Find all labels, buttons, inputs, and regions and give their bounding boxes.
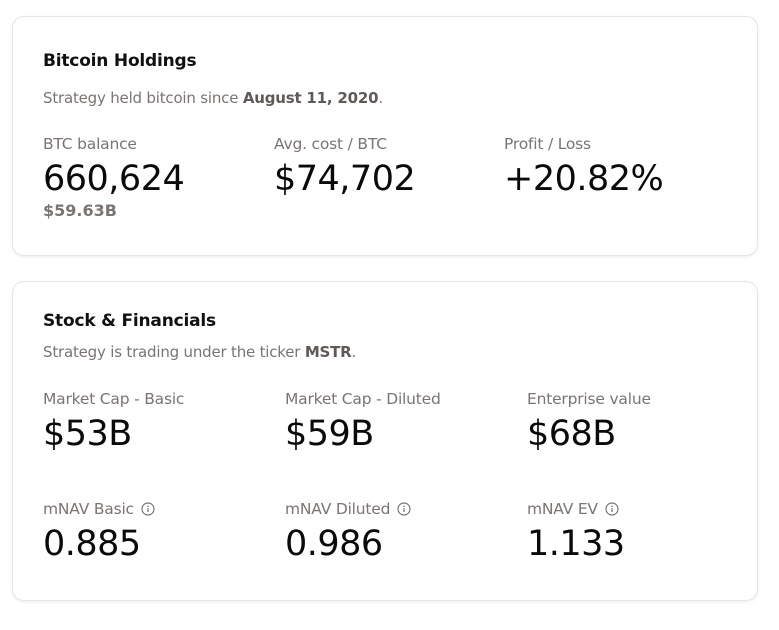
metric-value: 0.885 — [43, 524, 141, 564]
metric-label: Avg. cost / BTC — [274, 135, 387, 153]
subtitle-suffix: . — [351, 343, 357, 361]
info-icon[interactable] — [141, 502, 155, 516]
bitcoin-holdings-card: Bitcoin Holdings Strategy held bitcoin s… — [12, 16, 758, 256]
metric-label-text: mNAV EV — [527, 500, 598, 518]
card-subtitle: Strategy held bitcoin since August 11, 2… — [43, 89, 383, 107]
metric-market-cap-basic: Market Cap - Basic $53B — [43, 390, 184, 454]
metric-market-cap-diluted: Market Cap - Diluted $59B — [285, 390, 441, 454]
holding-since-date: August 11, 2020 — [242, 89, 379, 107]
stock-financials-card: Stock & Financials Strategy is trading u… — [12, 281, 758, 601]
subtitle-suffix: . — [378, 89, 383, 107]
metric-label: Enterprise value — [527, 390, 651, 408]
metric-label: Market Cap - Diluted — [285, 390, 441, 408]
metric-value: $74,702 — [274, 159, 416, 199]
metric-value: +20.82% — [504, 159, 664, 199]
metric-value: $68B — [527, 414, 616, 454]
metric-value: 0.986 — [285, 524, 383, 564]
ticker-symbol: MSTR — [304, 343, 352, 361]
metric-label: mNAV Basic — [43, 500, 155, 518]
metric-enterprise-value: Enterprise value $68B — [527, 390, 651, 454]
metric-mnav-basic: mNAV Basic 0.885 — [43, 500, 155, 564]
metric-mnav-ev: mNAV EV 1.133 — [527, 500, 625, 564]
metric-value: 1.133 — [527, 524, 625, 564]
card-subtitle: Strategy is trading under the ticker MST… — [43, 343, 356, 361]
metric-profit-loss: Profit / Loss +20.82% — [504, 135, 664, 199]
metric-label: Profit / Loss — [504, 135, 591, 153]
metric-mnav-diluted: mNAV Diluted 0.986 — [285, 500, 411, 564]
metric-label-text: mNAV Basic — [43, 500, 134, 518]
card-title: Stock & Financials — [43, 311, 216, 331]
metric-label: BTC balance — [43, 135, 137, 153]
card-title: Bitcoin Holdings — [43, 51, 197, 71]
metric-value: $59B — [285, 414, 374, 454]
info-icon[interactable] — [397, 502, 411, 516]
info-icon[interactable] — [605, 502, 619, 516]
metric-label: mNAV Diluted — [285, 500, 411, 518]
metric-label-text: mNAV Diluted — [285, 500, 391, 518]
metric-value: $53B — [43, 414, 132, 454]
metric-btc-balance: BTC balance 660,624 $59.63B — [43, 135, 185, 220]
metric-label: Market Cap - Basic — [43, 390, 185, 408]
metric-avg-cost: Avg. cost / BTC $74,702 — [274, 135, 416, 199]
metric-sub-value: $59.63B — [43, 201, 117, 220]
metric-value: 660,624 — [43, 159, 185, 199]
subtitle-text: Strategy is trading under the ticker — [43, 343, 305, 361]
metric-label: mNAV EV — [527, 500, 625, 518]
subtitle-text: Strategy held bitcoin since — [43, 89, 243, 107]
